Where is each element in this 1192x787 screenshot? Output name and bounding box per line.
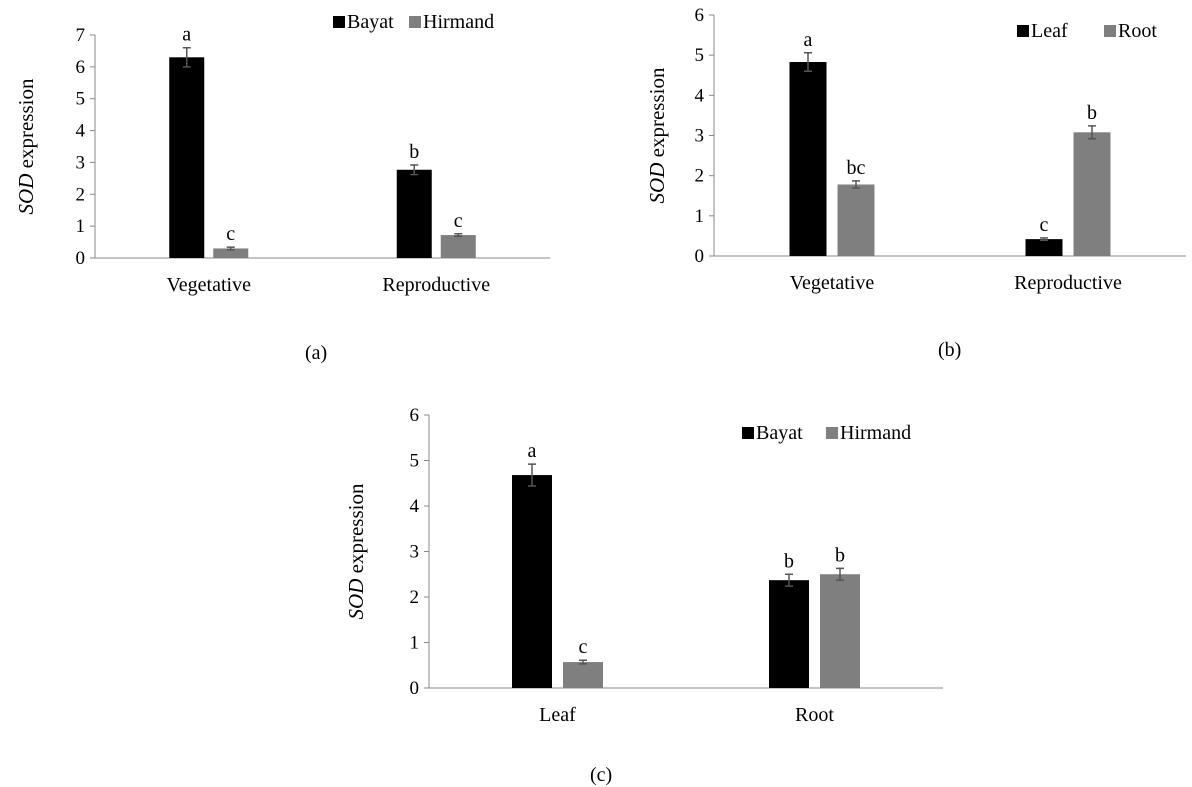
y-tick-label: 5 [695,45,705,66]
legend-swatch-leaf [1017,25,1029,37]
bar-hirmand [820,574,860,688]
chart-panel-b: 0 1 2 3 4 5 6 SOD expression Vegetative a bc Reprod… [600,0,1192,320]
y-tick-label: 2 [76,184,86,205]
y-tick-label: 6 [695,5,705,26]
y-tick-label: 0 [410,678,420,699]
y-tick-label: 6 [410,405,420,426]
x-tick-label: Leaf [539,704,576,726]
legend-swatch-root [1104,25,1116,37]
y-tick-label: 0 [76,248,86,269]
y-axis-title-italic: SOD [344,579,368,620]
chart-panel-c: 0 1 2 3 4 5 6 SOD expression Leaf a c Root b b Bayat Hi… [330,395,950,740]
y-tick-label: 5 [76,89,86,110]
y-tick-label: 3 [695,126,705,147]
y-axis-title-rest: expression [645,67,669,163]
y-axis-title-rest: expression [344,483,368,579]
y-tick-label: 1 [410,633,420,654]
significance-letter: a [804,29,813,51]
legend-swatch-hirmand [409,16,421,28]
legend-swatch-hirmand [826,427,838,439]
y-axis-title-italic: SOD [14,174,38,215]
legend-label: Leaf [1031,20,1068,42]
legend-label: Hirmand [840,422,911,444]
panel-label-a: (a) [305,342,328,364]
legend-label: Root [1118,20,1157,42]
bar-root [1073,132,1111,256]
significance-letter: c [579,636,588,658]
y-tick-label: 1 [76,216,86,237]
y-tick-label: 3 [76,152,86,173]
significance-letter: b [409,141,419,163]
legend-label: Bayat [347,11,394,33]
significance-letter: bc [847,157,866,179]
y-tick-label: 0 [695,246,705,267]
bar-hirmand [440,235,476,258]
y-tick-label: 2 [695,166,705,187]
significance-letter: b [784,550,794,572]
significance-letter: c [454,210,463,232]
chart-c-svg: 0 1 2 3 4 5 6 SOD expression Leaf a c Root b b Bayat Hi… [344,405,943,726]
panel-label-b: (b) [938,339,962,361]
bar-hirmand [213,248,249,258]
significance-letter: a [182,24,191,46]
x-tick-label: Reproductive [1014,272,1122,294]
significance-letter: c [1040,214,1049,236]
bar-bayat [512,475,552,688]
y-tick-label: 3 [410,542,420,563]
y-axis-title: SOD expression [344,483,368,619]
legend-swatch-bayat [333,16,345,28]
y-axis-title-rest: expression [14,78,38,174]
y-tick-label: 1 [695,206,705,227]
y-axis-title: SOD expression [645,67,669,203]
chart-panel-a: 0 1 2 3 4 5 6 7 SOD expression Vegetative a c Reprod… [0,0,560,320]
legend-label: Bayat [756,422,803,444]
bar-hirmand [563,662,603,688]
panel-label-c: (c) [590,764,613,786]
bar-bayat [169,57,205,258]
bar-root [837,184,875,256]
legend-swatch-bayat [742,427,754,439]
y-axis-title: SOD expression [14,78,38,214]
bar-leaf [1025,239,1063,256]
y-tick-label: 4 [76,121,86,142]
chart-a-svg: 0 1 2 3 4 5 6 7 SOD expression Vegetative a c Reprod… [14,11,550,296]
y-tick-label: 5 [410,451,420,472]
y-tick-label: 4 [410,496,420,517]
legend-label: Hirmand [423,11,494,33]
y-tick-label: 4 [695,85,705,106]
x-tick-label: Vegetative [790,272,875,294]
x-tick-label: Root [795,704,834,726]
y-tick-label: 2 [410,587,420,608]
significance-letter: a [528,440,537,462]
significance-letter: c [226,223,235,245]
y-tick-label: 7 [76,25,86,46]
bar-bayat [769,580,809,688]
significance-letter: b [835,544,845,566]
bar-bayat [396,169,432,258]
bar-leaf [789,61,827,257]
y-tick-label: 6 [76,57,86,78]
x-tick-label: Reproductive [382,274,490,296]
significance-letter: b [1087,102,1097,124]
y-axis-title-italic: SOD [645,163,669,204]
x-tick-label: Vegetative [167,274,252,296]
